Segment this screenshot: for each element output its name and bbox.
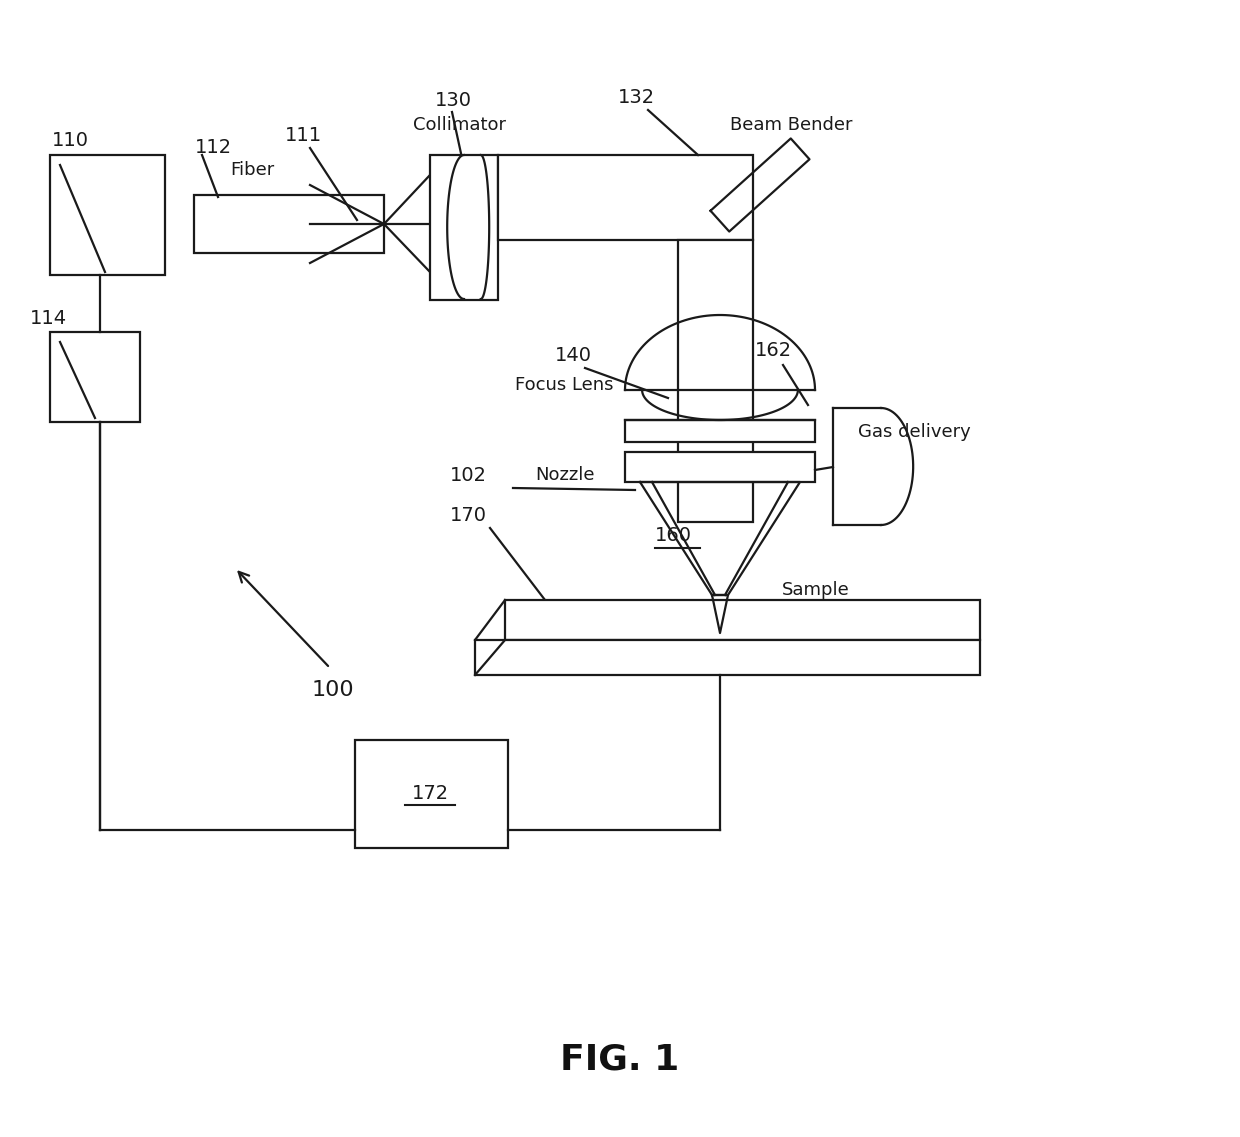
Text: 130: 130 bbox=[435, 91, 472, 109]
Text: 100: 100 bbox=[312, 680, 355, 700]
Bar bbox=[193, 196, 384, 254]
Text: 110: 110 bbox=[52, 131, 89, 149]
Bar bbox=[678, 240, 753, 522]
Text: FIG. 1: FIG. 1 bbox=[560, 1043, 680, 1077]
Bar bbox=[498, 155, 753, 240]
Bar bbox=[50, 332, 140, 422]
Text: 162: 162 bbox=[755, 340, 792, 359]
Bar bbox=[50, 155, 165, 275]
Text: 112: 112 bbox=[195, 138, 232, 157]
Text: 160: 160 bbox=[655, 525, 692, 545]
Text: Fiber: Fiber bbox=[229, 161, 274, 179]
Text: Beam Bender: Beam Bender bbox=[730, 116, 853, 134]
Text: 111: 111 bbox=[285, 125, 322, 144]
Text: 170: 170 bbox=[450, 506, 487, 524]
Text: 132: 132 bbox=[618, 88, 655, 107]
Bar bbox=[625, 420, 815, 442]
Text: Gas delivery: Gas delivery bbox=[858, 423, 971, 441]
Text: Nozzle: Nozzle bbox=[534, 466, 594, 484]
Text: Sample: Sample bbox=[782, 581, 849, 599]
Text: 140: 140 bbox=[556, 346, 591, 365]
Bar bbox=[475, 640, 980, 675]
Text: Collimator: Collimator bbox=[413, 116, 506, 134]
Bar bbox=[505, 600, 980, 640]
Text: 114: 114 bbox=[30, 308, 67, 327]
Text: 172: 172 bbox=[412, 783, 449, 803]
Bar bbox=[625, 453, 815, 482]
Bar bbox=[430, 155, 498, 300]
Text: 102: 102 bbox=[450, 465, 487, 484]
Text: Focus Lens: Focus Lens bbox=[515, 376, 614, 395]
Bar bbox=[355, 740, 508, 848]
